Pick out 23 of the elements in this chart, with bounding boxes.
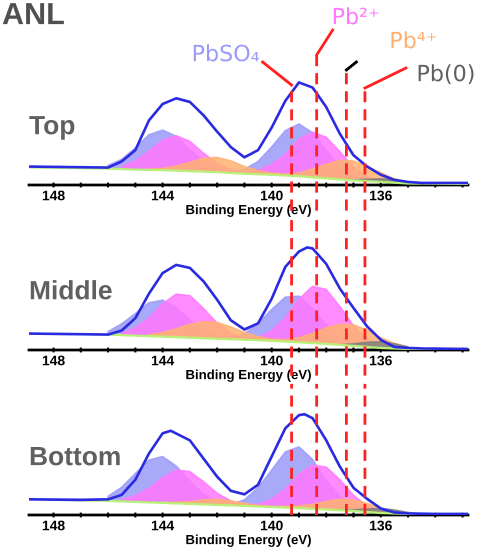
- text: Pb²⁺: [334, 7, 378, 24]
- text: PbSO₄: [194, 44, 259, 62]
- text: Pb⁴⁺: [391, 31, 436, 48]
- x-tick-label: 140: [260, 520, 283, 530]
- x-tick-label: 148: [42, 190, 65, 200]
- x-axis-title: Binding Energy (eV): [186, 370, 311, 382]
- x-tick-label: 144: [152, 520, 174, 530]
- text: ANL: [2, 3, 64, 24]
- x-tick-label: 136: [370, 356, 392, 366]
- x-tick-label: 144: [152, 356, 174, 366]
- x-tick-label: 140: [260, 190, 283, 200]
- text: Top: [29, 116, 74, 140]
- x-tick-label: 148: [42, 520, 65, 530]
- x-tick-label: 136: [370, 520, 392, 530]
- x-tick-label: 144: [152, 190, 174, 200]
- x-tick-label: 148: [42, 356, 65, 366]
- x-tick-label: 136: [370, 190, 392, 200]
- text: Bottom: [30, 447, 120, 466]
- x-axis-title: Binding Energy (eV): [186, 534, 311, 547]
- x-tick-label: 140: [260, 356, 283, 366]
- x-axis-title: Binding Energy (eV): [186, 204, 311, 217]
- text: Pb(0): [418, 64, 474, 84]
- text: Middle: [30, 280, 112, 300]
